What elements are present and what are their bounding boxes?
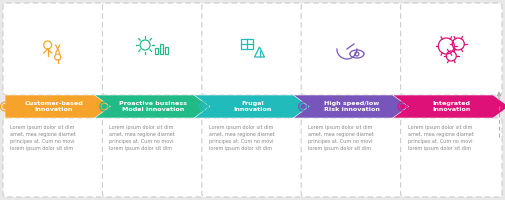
Polygon shape bbox=[293, 95, 410, 118]
Bar bbox=[165, 47, 168, 54]
Text: Customer-based
Innovation: Customer-based Innovation bbox=[24, 101, 83, 112]
Text: Lorem ipsum dolor sit dim
amet, mea regione diamet
principes at. Cum no movi
lor: Lorem ipsum dolor sit dim amet, mea regi… bbox=[209, 125, 275, 151]
FancyBboxPatch shape bbox=[202, 3, 303, 95]
FancyBboxPatch shape bbox=[3, 3, 105, 95]
Text: Lorem ipsum dolor sit dim
amet, mea regione diamet
principes at. Cum no movi
lor: Lorem ipsum dolor sit dim amet, mea regi… bbox=[10, 125, 76, 151]
Text: Proactive business
Model innovation: Proactive business Model innovation bbox=[119, 101, 187, 112]
Circle shape bbox=[202, 104, 206, 108]
Circle shape bbox=[301, 104, 305, 108]
Text: High speed/low
Risk innovation: High speed/low Risk innovation bbox=[324, 101, 380, 112]
FancyBboxPatch shape bbox=[400, 3, 502, 95]
Circle shape bbox=[103, 104, 107, 108]
Text: Frugal
Innovation: Frugal Innovation bbox=[233, 101, 272, 112]
Text: Lorem ipsum dolor sit dim
amet, mea regione diamet
principes at. Cum no movi
lor: Lorem ipsum dolor sit dim amet, mea regi… bbox=[308, 125, 374, 151]
FancyBboxPatch shape bbox=[103, 3, 204, 95]
Polygon shape bbox=[392, 95, 505, 118]
Polygon shape bbox=[194, 95, 310, 118]
FancyBboxPatch shape bbox=[103, 118, 204, 197]
Bar bbox=[155, 48, 158, 54]
Circle shape bbox=[3, 104, 7, 108]
FancyBboxPatch shape bbox=[301, 118, 402, 197]
Polygon shape bbox=[5, 95, 112, 118]
Bar bbox=[240, 39, 252, 49]
FancyBboxPatch shape bbox=[301, 3, 402, 95]
Circle shape bbox=[400, 104, 405, 108]
Bar bbox=[160, 44, 163, 54]
Text: Integrated
Innovation: Integrated Innovation bbox=[432, 101, 471, 112]
Text: Lorem ipsum dolor sit dim
amet, mea regione diamet
principes at. Cum no movi
lor: Lorem ipsum dolor sit dim amet, mea regi… bbox=[408, 125, 473, 151]
FancyBboxPatch shape bbox=[3, 118, 105, 197]
Text: Lorem ipsum dolor sit dim
amet, mea regione diamet
principes at. Cum no movi
lor: Lorem ipsum dolor sit dim amet, mea regi… bbox=[110, 125, 175, 151]
Polygon shape bbox=[94, 95, 211, 118]
FancyBboxPatch shape bbox=[202, 118, 303, 197]
FancyBboxPatch shape bbox=[400, 118, 502, 197]
